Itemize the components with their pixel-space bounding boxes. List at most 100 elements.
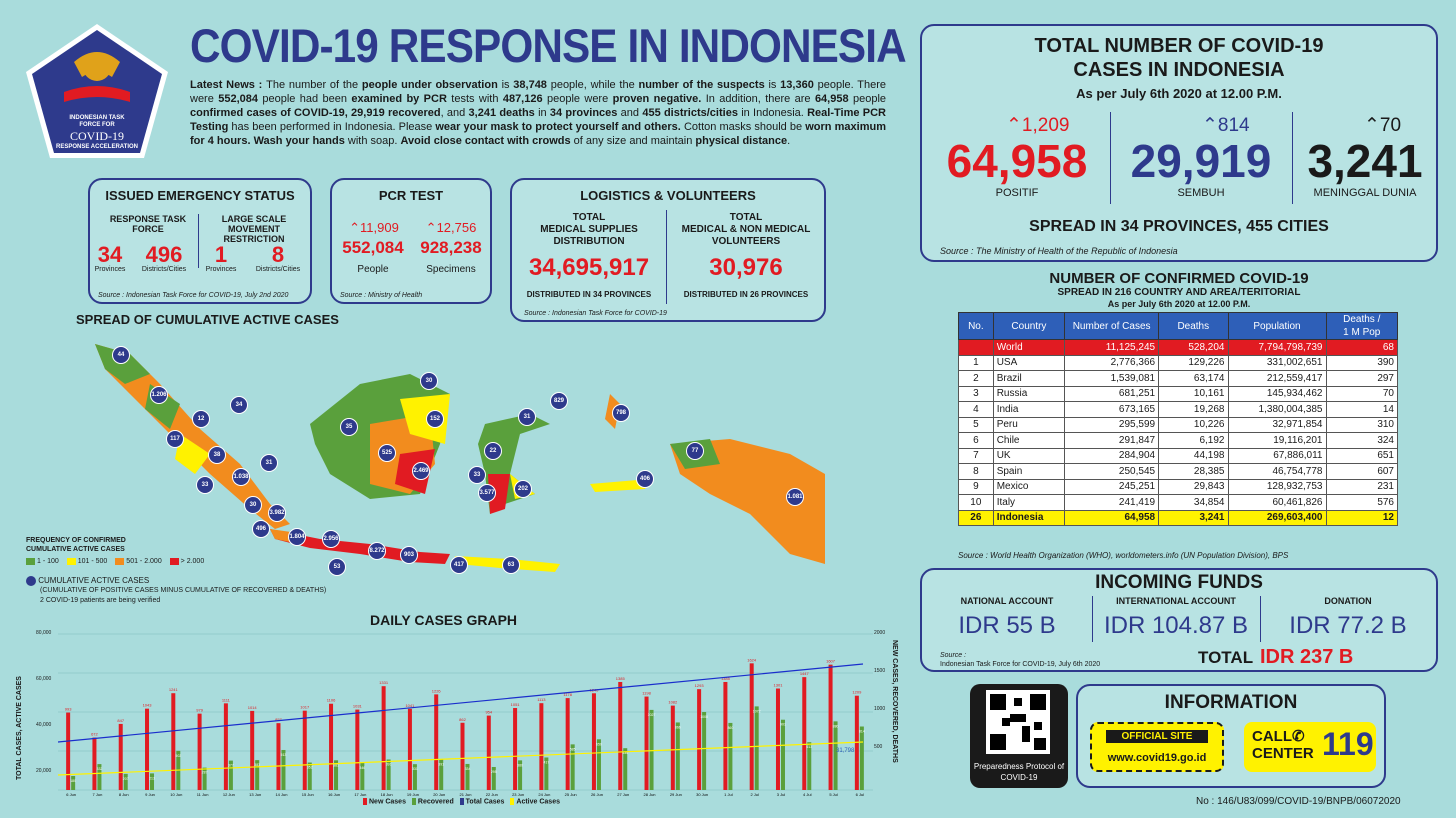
map-marker[interactable]: 496 bbox=[252, 520, 270, 538]
map-marker[interactable]: 1.206 bbox=[150, 386, 168, 404]
table-cell: 297 bbox=[1325, 370, 1398, 387]
logistics-v1: 34,695,917 bbox=[528, 254, 650, 281]
up-circle-icon: ⌃ bbox=[1202, 115, 1218, 136]
x-tick-label: 15 Jun bbox=[302, 792, 314, 797]
x-tick-label: 21 Jun bbox=[459, 792, 471, 797]
table-row: 2 Brazil 1,539,081 63,174 212,559,417 297 bbox=[958, 370, 1398, 387]
new-cases-bar bbox=[775, 688, 780, 790]
recovered-bar bbox=[675, 722, 680, 790]
x-tick-label: 14 Jun bbox=[275, 792, 287, 797]
map-marker[interactable]: 63 bbox=[502, 556, 520, 574]
map-marker[interactable]: 77 bbox=[686, 442, 704, 460]
col-header-line: Deaths / bbox=[1343, 314, 1381, 325]
map-marker[interactable]: 8.272 bbox=[368, 542, 386, 560]
logistics-h1b: MEDICAL SUPPLIES bbox=[540, 224, 638, 235]
new-cases-bar bbox=[66, 712, 71, 790]
total-title1: TOTAL NUMBER OF COVID-19 bbox=[1034, 35, 1324, 57]
map-marker[interactable]: 1.038 bbox=[232, 468, 250, 486]
new-cases-label: 1051 bbox=[511, 702, 521, 707]
map-marker[interactable]: 406 bbox=[636, 470, 654, 488]
funds-h1: NATIONAL ACCOUNT bbox=[960, 596, 1054, 606]
logistics-h2c: VOLUNTEERS bbox=[711, 236, 781, 247]
logo-line1: INDONESIAN TASK bbox=[69, 115, 125, 121]
map-marker[interactable]: 30 bbox=[244, 496, 262, 514]
map-marker[interactable]: 417 bbox=[450, 556, 468, 574]
news-part: in Indonesia. bbox=[737, 107, 808, 119]
map-marker[interactable]: 903 bbox=[400, 546, 418, 564]
new-cases-label: 954 bbox=[485, 710, 492, 715]
map-marker[interactable]: 3.577 bbox=[478, 484, 496, 502]
x-tick-label: 22 Jun bbox=[486, 792, 498, 797]
qr-block[interactable]: Preparedness Protocol of COVID-19 bbox=[970, 684, 1068, 788]
info-title: INFORMATION bbox=[1164, 692, 1298, 713]
funds-total-value: IDR 237 B bbox=[1260, 646, 1354, 668]
map-marker[interactable]: 31 bbox=[260, 454, 278, 472]
logistics-h1a: TOTAL bbox=[572, 212, 606, 223]
map-marker[interactable]: 53 bbox=[328, 558, 346, 576]
news-part: people under observation bbox=[361, 79, 498, 91]
recovered-bar bbox=[544, 757, 549, 790]
world-title: NUMBER OF CONFIRMED COVID-19 bbox=[1049, 270, 1309, 287]
map-marker[interactable]: 12 bbox=[192, 410, 210, 428]
official-site-button[interactable]: OFFICIAL SITE www.covid19.go.id bbox=[1090, 722, 1224, 772]
map-marker[interactable]: 1.804 bbox=[288, 528, 306, 546]
world-table: No. Country Number of Cases Deaths Popul… bbox=[958, 312, 1398, 526]
new-cases-label: 672 bbox=[91, 732, 98, 737]
map-marker[interactable]: 34 bbox=[230, 396, 248, 414]
new-cases-bar bbox=[670, 705, 675, 790]
new-cases-label: 857 bbox=[275, 717, 282, 722]
map-marker[interactable]: 829 bbox=[550, 392, 568, 410]
map-marker[interactable]: 117 bbox=[166, 430, 184, 448]
table-cell: 4 bbox=[958, 401, 994, 418]
table-row: 3 Russia 681,251 10,161 145,934,462 70 bbox=[958, 385, 1398, 402]
map-marker[interactable]: 30 bbox=[420, 372, 438, 390]
table-cell: 310 bbox=[1325, 416, 1398, 433]
new-cases-bar bbox=[407, 708, 412, 790]
col-header: Deaths bbox=[1158, 312, 1229, 340]
map-marker[interactable]: 525 bbox=[378, 444, 396, 462]
recovered-label: 391 bbox=[438, 763, 444, 767]
x-tick-label: 1 Jul bbox=[724, 792, 733, 797]
map-marker[interactable]: 152 bbox=[426, 410, 444, 428]
legend-item: 101 - 500 bbox=[77, 558, 108, 565]
pcr-inc1: ⌃11,909 bbox=[338, 220, 410, 236]
phone-icon: ✆ bbox=[1292, 728, 1305, 745]
call-center-button[interactable]: CALL✆ CENTER 119 bbox=[1244, 722, 1376, 772]
total-positif: 64,958 bbox=[946, 135, 1088, 187]
map-marker[interactable]: 44 bbox=[112, 346, 130, 364]
table-cell: 44,198 bbox=[1158, 447, 1229, 464]
map-marker[interactable]: 2.469 bbox=[412, 462, 430, 480]
logistics-h2a: TOTAL bbox=[729, 212, 763, 223]
map-marker[interactable]: 31 bbox=[518, 408, 536, 426]
news-part: Latest News : bbox=[190, 79, 267, 91]
x-tick-label: 25 Jun bbox=[565, 792, 577, 797]
emergency-h2: LARGE SCALE MOVEMENT RESTRICTION bbox=[221, 214, 287, 244]
new-cases-bar bbox=[697, 689, 702, 790]
table-cell: Russia bbox=[992, 385, 1066, 402]
x-tick-label: 13 Jun bbox=[249, 792, 261, 797]
new-cases-bar bbox=[145, 708, 150, 790]
map-marker[interactable]: 2.956 bbox=[322, 530, 340, 548]
emergency-v4: 8 bbox=[271, 242, 285, 267]
site-url: www.covid19.go.id bbox=[1107, 752, 1207, 764]
map-marker[interactable]: 22 bbox=[484, 442, 502, 460]
map-marker[interactable]: 1.081 bbox=[786, 488, 804, 506]
pcr-panel: PCR TEST ⌃11,909 ⌃12,756 552,084 928,238… bbox=[330, 178, 492, 304]
funds-total-label: TOTAL bbox=[1198, 648, 1254, 667]
map-marker[interactable]: 38 bbox=[208, 446, 226, 464]
map-marker[interactable]: 3.982 bbox=[268, 504, 286, 522]
legend-item: Recovered bbox=[417, 798, 454, 806]
news-part: 3,241 deaths bbox=[468, 107, 535, 119]
table-cell: 28,385 bbox=[1158, 463, 1229, 480]
new-cases-bar bbox=[223, 703, 228, 790]
map-marker[interactable]: 202 bbox=[514, 480, 532, 498]
map-marker[interactable]: 33 bbox=[196, 476, 214, 494]
emergency-l1: Provinces bbox=[94, 266, 126, 273]
recovered-label: 502 bbox=[175, 754, 181, 758]
map-marker[interactable]: 35 bbox=[340, 418, 358, 436]
emergency-l2: Districts/Cities bbox=[141, 266, 187, 273]
map-marker[interactable]: 33 bbox=[468, 466, 486, 484]
map-marker[interactable]: 798 bbox=[612, 404, 630, 422]
recovered-label: 650 bbox=[596, 742, 602, 746]
ytick-right: 1500 bbox=[874, 668, 886, 674]
